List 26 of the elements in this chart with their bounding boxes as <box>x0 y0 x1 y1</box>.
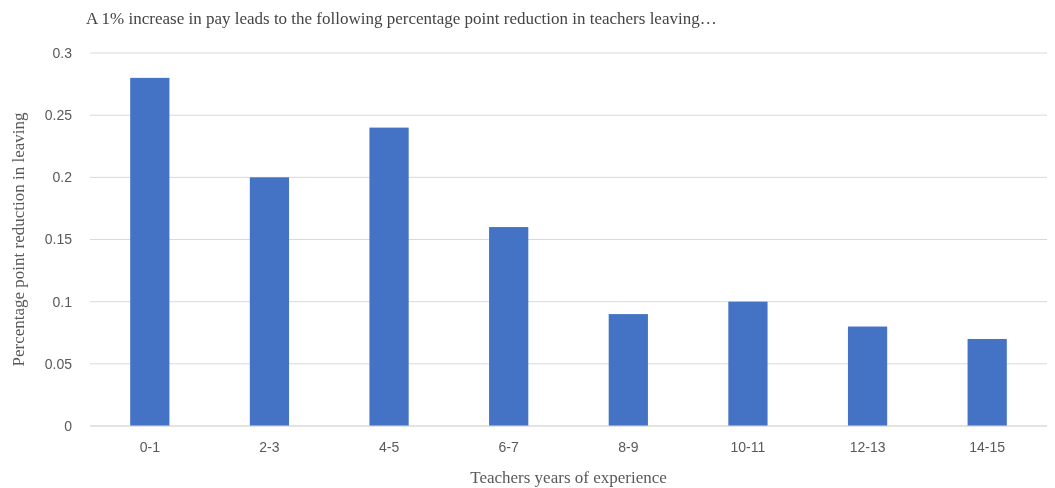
y-tick-label: 0.1 <box>52 293 73 310</box>
y-tick-label: 0.3 <box>52 44 73 61</box>
bar <box>728 301 768 426</box>
bar <box>369 127 409 426</box>
x-tick-label: 14-15 <box>969 438 1006 455</box>
x-tick-label: 8-9 <box>618 438 639 455</box>
x-tick-label: 10-11 <box>730 438 766 455</box>
bar <box>130 77 170 426</box>
bar <box>847 326 888 426</box>
x-tick-label: 2-3 <box>259 438 280 455</box>
y-tick-label: 0.2 <box>52 169 73 186</box>
bar <box>608 314 648 426</box>
x-tick-label: 12-13 <box>849 438 886 455</box>
bar <box>967 338 1007 426</box>
x-tick-label: 6-7 <box>498 438 520 455</box>
x-tick-label: 4-5 <box>378 438 400 455</box>
y-tick-label: 0.05 <box>44 355 73 372</box>
bar <box>249 177 290 426</box>
bar <box>489 227 529 426</box>
y-tick-label: 0.15 <box>44 231 73 248</box>
x-axis-title: Teachers years of experience <box>470 468 667 487</box>
y-tick-label: 0 <box>64 417 73 434</box>
y-axis-title: Percentage point reduction in leaving <box>9 112 28 367</box>
y-tick-label: 0.25 <box>44 107 73 124</box>
x-tick-label: 0-1 <box>139 438 161 455</box>
chart-title: A 1% increase in pay leads to the following percentage point reduction in teachers leaving… <box>86 9 717 28</box>
